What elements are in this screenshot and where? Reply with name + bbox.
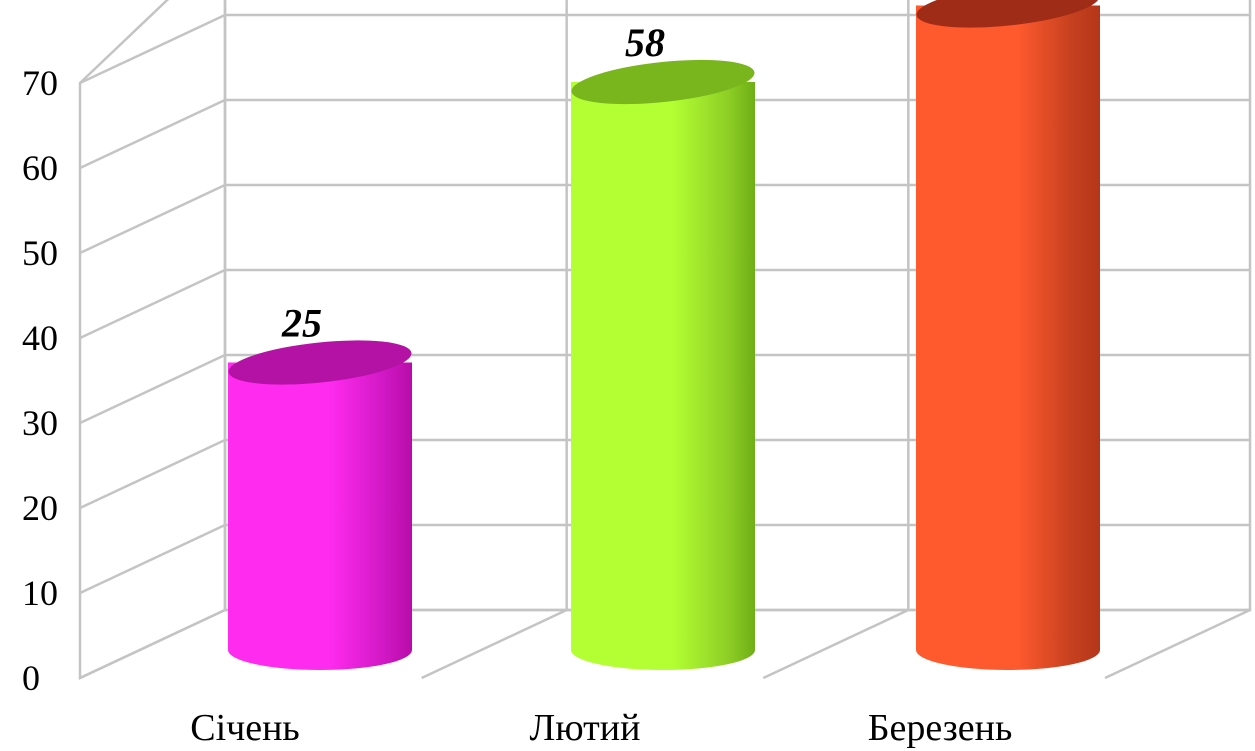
- x-axis-categories: Січень Лютий Березень: [190, 707, 1012, 749]
- category-label: Березень: [868, 707, 1013, 749]
- bar-2: 58: [571, 20, 755, 670]
- y-tick-label: 10: [22, 573, 58, 613]
- data-label: 25: [281, 301, 322, 346]
- bar-body: [916, 5, 1100, 670]
- category-label: Січень: [190, 707, 300, 749]
- bar-top: [571, 59, 755, 105]
- bar-body: [228, 362, 412, 670]
- y-tick-label: 50: [22, 233, 58, 273]
- left-wall: [78, 0, 227, 680]
- y-tick-label: 0: [22, 658, 40, 698]
- y-tick-label: 20: [22, 488, 58, 528]
- bar-top: [916, 0, 1100, 28]
- floor-divider: [421, 608, 568, 680]
- bar-top: [228, 340, 412, 385]
- bar-1: 25: [228, 301, 412, 670]
- y-tick-label: 60: [22, 148, 58, 188]
- floor-divider: [762, 608, 909, 680]
- data-label: 58: [625, 20, 665, 65]
- floor-divider: [1104, 608, 1251, 680]
- y-axis-ticks: 0 10 20 30 40 50 60 70: [22, 63, 58, 698]
- y-tick-label: 30: [22, 403, 58, 443]
- gridlines: [79, 0, 1251, 680]
- bars: 25 58 67: [228, 0, 1100, 670]
- bar-body: [571, 82, 755, 670]
- y-tick-label: 40: [22, 318, 58, 358]
- y-tick-label: 70: [22, 63, 58, 103]
- bar-3: 67: [916, 0, 1100, 670]
- category-label: Лютий: [530, 707, 641, 749]
